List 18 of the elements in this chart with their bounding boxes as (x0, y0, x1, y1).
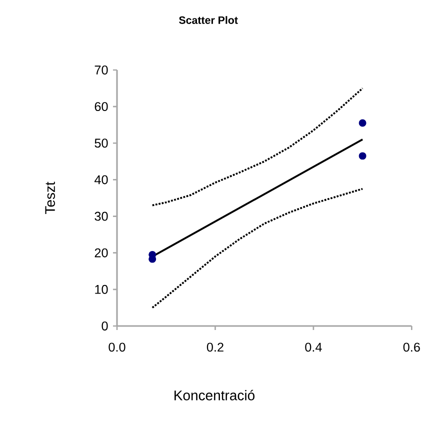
y-tick-label: 60 (94, 102, 108, 112)
y-tick-label: 30 (94, 212, 108, 221)
x-tick-label: 0.4 (305, 342, 322, 352)
chart-title: Scatter Plot (179, 16, 238, 24)
x-tick-label: 0.6 (403, 342, 420, 352)
point (358, 152, 366, 160)
x-axis-title: Koncentració (174, 390, 254, 400)
y-tick-label: 0 (102, 322, 108, 330)
x-tick-label: 0.2 (206, 342, 224, 352)
y-tick-label: 50 (94, 138, 108, 148)
y-tick-label: 40 (94, 175, 108, 184)
point (358, 119, 366, 127)
y-tick-label: 70 (94, 66, 108, 74)
y-tick-label: 20 (94, 248, 108, 258)
y-axis-title: Teszt (45, 182, 56, 214)
line-series (151, 87, 364, 206)
y-tick-label: 10 (95, 284, 108, 294)
x-tick-label: 0.0 (108, 342, 126, 352)
